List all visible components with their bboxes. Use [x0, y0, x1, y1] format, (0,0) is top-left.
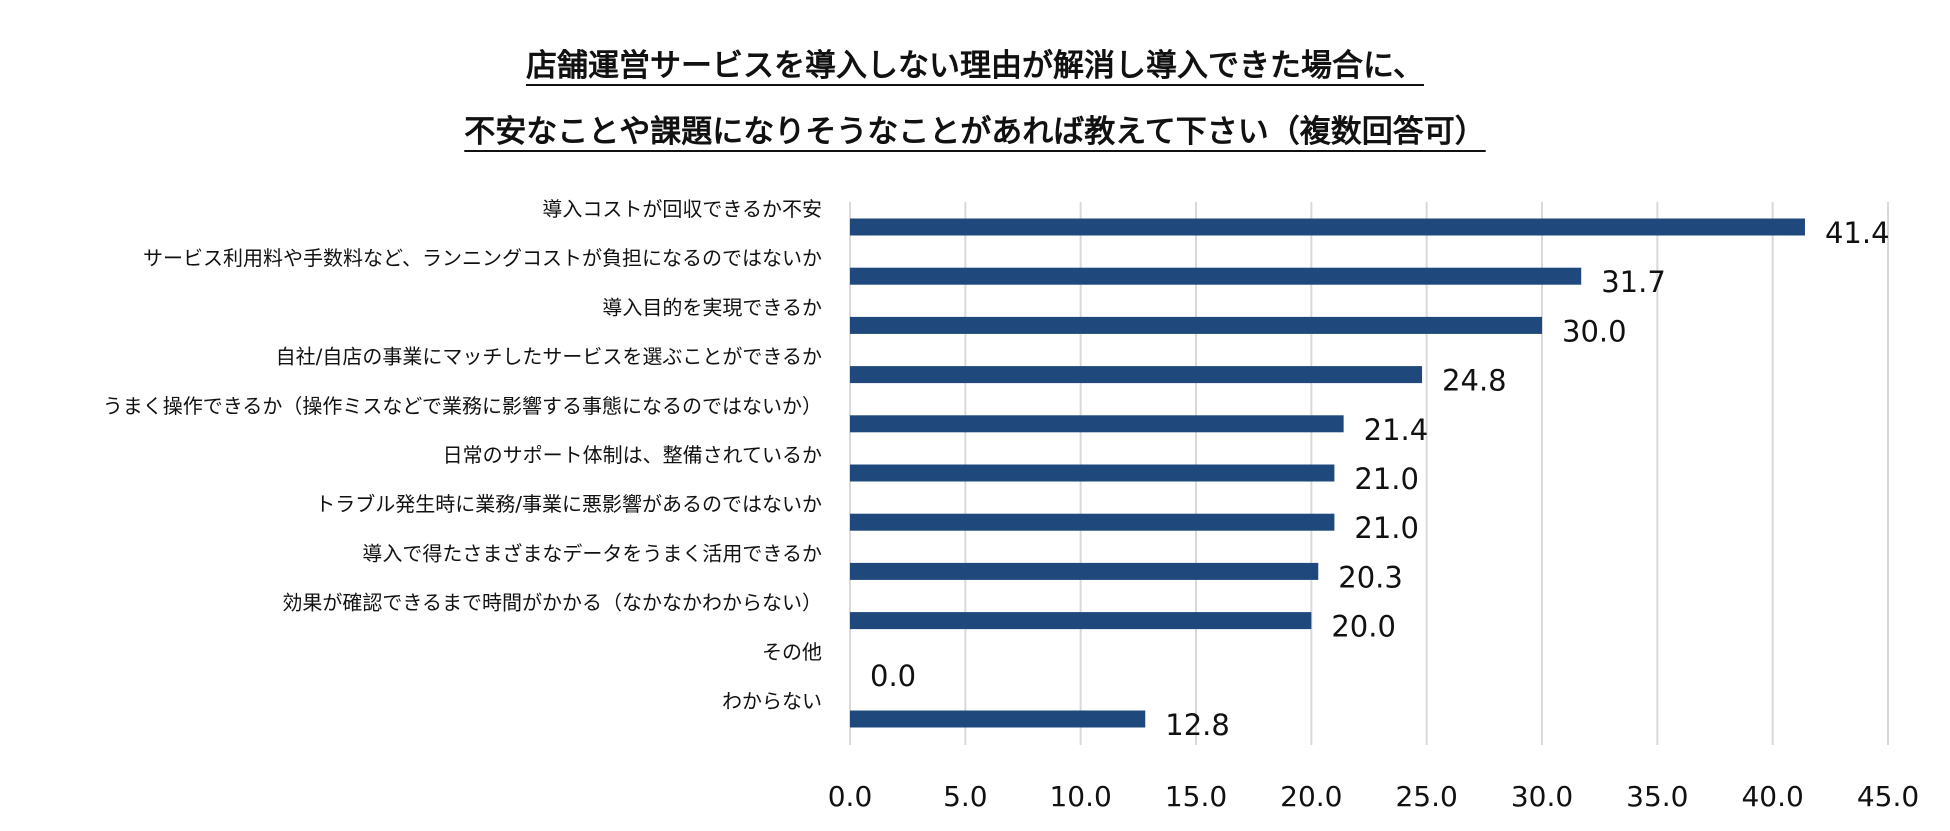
value-label: 12.8 — [1165, 708, 1230, 742]
bar — [850, 464, 1335, 482]
value-label: 21.4 — [1364, 413, 1429, 447]
category-label: トラブル発生時に業務/事業に悪影響があるのではないか — [315, 492, 822, 516]
bar — [850, 513, 1335, 531]
bar — [850, 710, 1146, 728]
bar — [850, 218, 1805, 236]
value-label: 31.7 — [1601, 265, 1666, 299]
value-labels: 41.4 31.7 30.0 24.8 21.4 21.0 21.0 20.3 20.0 0.0 1… — [870, 216, 1890, 742]
x-tick-label: 15.0 — [1165, 780, 1227, 813]
x-tick-label: 45.0 — [1857, 780, 1919, 813]
value-label: 20.0 — [1331, 610, 1396, 644]
bar — [850, 562, 1319, 580]
bar — [850, 366, 1423, 384]
x-tick-label: 10.0 — [1049, 780, 1111, 813]
x-tick-label: 30.0 — [1511, 780, 1573, 813]
value-label: 41.4 — [1825, 216, 1890, 250]
category-labels: 導入コストが回収できるか不安サービス利用料や手数料など、ランニングコストが負担に… — [103, 197, 822, 713]
value-label: 21.0 — [1354, 511, 1419, 545]
chart-title-line-1-text: 店舗運営サービスを導入しない理由が解消し導入できた場合に、 — [525, 48, 1425, 84]
category-label: うまく操作できるか（操作ミスなどで業務に影響する事態になるのではないか） — [103, 394, 822, 418]
x-tick-label: 35.0 — [1626, 780, 1688, 813]
chart-title-line-2: 不安なことや課題になりそうなことがあれば教えて下さい（複数回答可） — [0, 106, 1950, 151]
bars — [850, 218, 1805, 728]
category-label: 効果が確認できるまで時間がかかる（なかなかわからない） — [282, 591, 822, 615]
category-label: 導入コストが回収できるか不安 — [542, 197, 822, 221]
bar — [850, 316, 1542, 334]
value-label: 24.8 — [1442, 364, 1507, 398]
value-label: 20.3 — [1338, 560, 1403, 594]
category-label: 導入で得たさまざまなデータをうまく活用できるか — [362, 541, 822, 565]
x-tick-label: 25.0 — [1395, 780, 1457, 813]
value-label: 0.0 — [870, 659, 916, 693]
value-label: 30.0 — [1562, 314, 1627, 348]
x-tick-label: 20.0 — [1280, 780, 1342, 813]
category-label: 日常のサポート体制は、整備されているか — [443, 443, 822, 467]
x-tick-label: 40.0 — [1741, 780, 1803, 813]
x-tick-label: 5.0 — [943, 780, 988, 813]
category-label: その他 — [762, 640, 822, 664]
bar — [850, 267, 1582, 285]
x-tick-label: 0.0 — [828, 780, 873, 813]
bar — [850, 612, 1312, 630]
category-label: 自社/自店の事業にマッチしたサービスを選ぶことができるか — [276, 345, 822, 369]
bar — [850, 415, 1344, 433]
category-label: サービス利用料や手数料など、ランニングコストが負担になるのではないか — [143, 246, 822, 270]
category-label: わからない — [722, 689, 822, 713]
category-label: 導入目的を実現できるか — [602, 295, 822, 319]
chart-title-line-2-text: 不安なことや課題になりそうなことがあれば教えて下さい（複数回答可） — [464, 114, 1486, 150]
x-axis-tick-labels: 0.0 5.0 10.0 15.0 20.0 25.0 30.0 35.0 40.0 45.0 — [828, 780, 1919, 813]
value-label: 21.0 — [1354, 462, 1419, 496]
chart-title-line-1: 店舗運営サービスを導入しない理由が解消し導入できた場合に、 — [0, 40, 1950, 85]
